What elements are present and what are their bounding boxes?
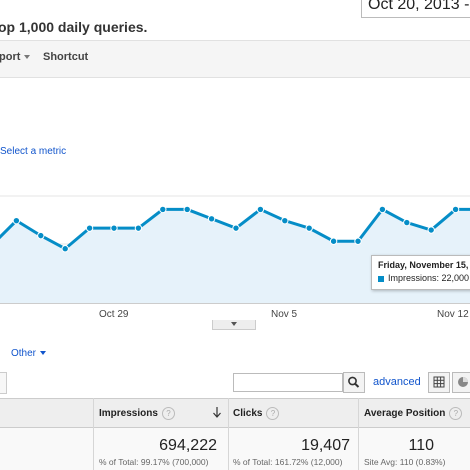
column-divider [93, 398, 94, 470]
column-header-label: Clicks [233, 408, 263, 420]
date-range-text: Oct 20, 2013 - [368, 0, 470, 13]
data-point[interactable] [207, 215, 216, 223]
data-point[interactable] [37, 231, 45, 240]
export-button[interactable]: port [0, 51, 31, 63]
shortcut-button[interactable]: Shortcut [43, 51, 88, 63]
pie-chart-icon [458, 377, 468, 387]
clicks-percent-of-total: % of Total: 161.72% (12,000) [233, 457, 343, 467]
series-color-swatch [378, 275, 384, 282]
average-position-site-avg: Site Avg: 110 (0.83%) [364, 457, 446, 467]
data-point[interactable] [61, 245, 69, 253]
sort-descending-icon[interactable] [212, 405, 222, 419]
chevron-down-icon [24, 55, 31, 60]
chevron-down-icon [40, 351, 47, 356]
tooltip-value: Impressions: 22,000 [388, 273, 470, 283]
data-point[interactable] [281, 216, 289, 225]
report-subtitle: op 1,000 daily queries. [0, 19, 148, 35]
other-dimension-dropdown[interactable]: Other [11, 348, 47, 359]
column-header-label: Impressions [99, 408, 158, 420]
clicks-total: 19,407 [301, 437, 350, 454]
help-icon[interactable]: ? [449, 407, 463, 420]
shortcut-label: Shortcut [43, 51, 89, 63]
x-axis-line [0, 303, 470, 304]
advanced-filter-link[interactable]: advanced [373, 376, 421, 388]
data-point[interactable] [85, 224, 94, 232]
column-header-impressions[interactable]: Impressions? [99, 407, 175, 420]
select-metric-link[interactable]: Select a metric [0, 146, 67, 157]
plot-rows-button[interactable] [0, 372, 7, 394]
data-point[interactable] [427, 226, 435, 234]
table-view-button[interactable] [428, 372, 450, 393]
average-position-total: 110 [408, 437, 434, 454]
data-point[interactable] [110, 224, 118, 232]
column-header-average-position[interactable]: Average Position? [364, 407, 463, 420]
table-filter-input[interactable] [233, 373, 343, 392]
impressions-percent-of-total: % of Total: 99.17% (700,000) [99, 457, 209, 467]
search-button[interactable] [343, 372, 365, 393]
x-tick-label: Nov 5 [271, 309, 298, 320]
column-header-clicks[interactable]: Clicks? [233, 407, 280, 420]
data-point[interactable] [354, 237, 362, 245]
report-toolbar: port Shortcut [0, 40, 470, 78]
data-point[interactable] [305, 224, 313, 232]
other-label: Other [11, 348, 37, 359]
data-point[interactable] [134, 224, 143, 232]
impressions-chart [0, 195, 470, 304]
x-tick-label: Nov 12 [437, 309, 469, 320]
search-icon [348, 376, 360, 388]
data-point[interactable] [329, 237, 338, 245]
data-point[interactable] [159, 205, 167, 214]
data-point[interactable] [183, 205, 191, 214]
collapse-chart-handle[interactable] [212, 320, 256, 330]
data-point[interactable] [403, 218, 411, 227]
column-divider [228, 398, 229, 470]
data-point[interactable] [256, 205, 265, 214]
chevron-down-icon [231, 322, 237, 326]
export-label: port [0, 51, 21, 63]
table-header [0, 398, 470, 428]
data-point[interactable] [451, 205, 460, 214]
x-tick-label: Oct 29 [99, 309, 129, 320]
column-divider [358, 398, 359, 470]
chart-tooltip: Friday, November 15, Impressions: 22,000 [371, 255, 470, 290]
column-header-label: Average Position [364, 408, 446, 420]
grid-icon [433, 376, 445, 388]
data-point[interactable] [378, 205, 387, 214]
help-icon[interactable]: ? [161, 407, 175, 420]
data-point[interactable] [12, 216, 21, 225]
table-totals-row [0, 428, 470, 470]
pie-view-button[interactable] [452, 372, 470, 393]
impressions-total: 694,222 [159, 437, 217, 454]
date-range-selector[interactable]: Oct 20, 2013 - [361, 0, 470, 18]
tooltip-title: Friday, November 15, [378, 260, 469, 270]
help-icon[interactable]: ? [266, 407, 280, 420]
series-area-impressions [0, 209, 470, 304]
data-point[interactable] [232, 224, 240, 232]
